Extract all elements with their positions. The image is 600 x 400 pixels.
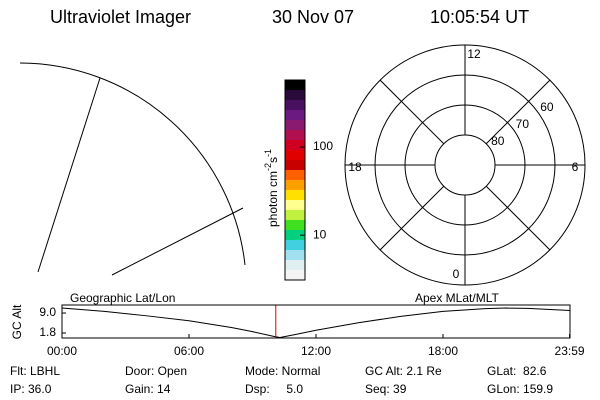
info-text: IP: 36.0 [10, 382, 52, 396]
info-text: GLon: 159.9 [487, 382, 553, 396]
color-step [285, 200, 305, 211]
x-tick-label: 18:00 [428, 344, 458, 358]
info-text: Dsp: 5.0 [245, 382, 303, 396]
polar-spoke [379, 185, 445, 251]
color-step [285, 90, 305, 101]
lat-ring [434, 134, 496, 196]
polar-spoke [485, 185, 551, 251]
left-label: Geographic Lat/Lon [70, 291, 175, 305]
altitude-line [61, 307, 571, 338]
color-step [285, 120, 305, 131]
color-step [285, 80, 305, 91]
info-text: GLat: 82.6 [487, 364, 547, 378]
colorbar-tick-label: 10 [313, 227, 327, 241]
color-step [285, 130, 305, 141]
mlt-label: 0 [453, 267, 460, 281]
polar-spoke [485, 79, 551, 145]
info-text: Gain: 14 [125, 382, 171, 396]
geo-panel [19, 62, 246, 276]
color-step [285, 250, 305, 261]
color-step [285, 170, 305, 181]
mlt-label: 18 [348, 160, 362, 174]
right-label: Apex MLat/MLT [415, 291, 499, 305]
color-step [285, 160, 305, 171]
x-tick-label: 00:00 [47, 344, 77, 358]
y-tick-label: 1.8 [39, 325, 56, 339]
x-tick-label: 12:00 [301, 344, 331, 358]
info-text: Mode: Normal [245, 364, 320, 378]
colorbar-tick-label: 100 [313, 139, 333, 153]
mlt-label: 6 [572, 160, 579, 174]
x-tick-label: 06:00 [174, 344, 204, 358]
color-step [285, 220, 305, 231]
color-step [285, 230, 305, 241]
color-step [285, 270, 305, 281]
info-text: GC Alt: 2.1 Re [365, 364, 442, 378]
info-text: Door: Open [125, 364, 187, 378]
title: Ultraviolet Imager [50, 7, 191, 27]
info-text: Flt: LBHL [10, 364, 60, 378]
color-step [285, 140, 305, 151]
color-step [285, 240, 305, 251]
y-tick-label: 9.0 [39, 305, 56, 319]
time: 10:05:54 UT [430, 7, 529, 27]
geo-line [111, 207, 244, 276]
geo-line [37, 77, 101, 273]
unit-text: photon cm [266, 171, 280, 227]
unit-exp: -2 [263, 163, 273, 171]
polar-spoke [379, 79, 445, 145]
color-step [285, 190, 305, 201]
lat-label: 70 [516, 117, 530, 131]
color-step [285, 110, 305, 121]
color-step [285, 210, 305, 221]
unit-exp: -1 [263, 149, 273, 157]
color-step [285, 260, 305, 271]
colorbar-unit: photon cm-2s-1 [263, 149, 280, 227]
unit-text: s [266, 157, 280, 163]
date: 30 Nov 07 [272, 7, 354, 27]
mlt-label: 12 [467, 47, 481, 61]
strip-frame [61, 304, 571, 339]
color-step [285, 150, 305, 161]
info-text: Seq: 39 [365, 382, 407, 396]
lat-label: 80 [491, 134, 505, 148]
color-step [285, 180, 305, 191]
x-tick-label: 23:59 [555, 344, 585, 358]
lat-ring [374, 74, 556, 256]
y-axis-label: GC Alt [10, 304, 24, 339]
colorbar-frame [284, 79, 306, 281]
color-step [285, 100, 305, 111]
lat-ring [404, 104, 526, 226]
limb-arc [19, 62, 246, 266]
lat-label: 60 [540, 100, 554, 114]
